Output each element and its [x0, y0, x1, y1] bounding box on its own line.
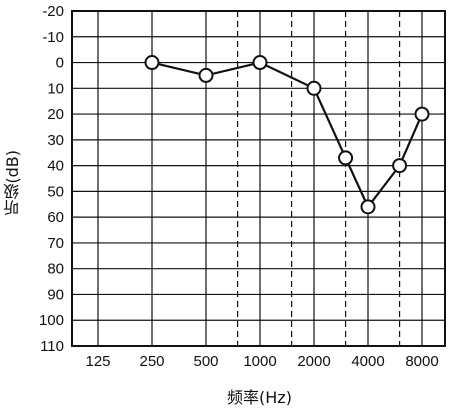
x-tick-label: 2000	[297, 353, 330, 370]
y-tick-labels: -20 -10 0 10 20 30 40 50 60 70 80 90 100 110	[39, 3, 64, 355]
series-group	[144, 55, 430, 215]
y-tick-label: 70	[47, 235, 64, 252]
y-tick-label: 40	[47, 158, 64, 175]
x-tick-label: 4000	[351, 353, 384, 370]
y-tick-label: 80	[47, 261, 64, 278]
y-tick-label: 60	[47, 209, 64, 226]
y-tick-label: 0	[56, 55, 64, 72]
series-line	[151, 61, 424, 209]
y-tick-label: 30	[47, 132, 64, 149]
y-tick-label: 20	[47, 106, 64, 123]
x-tick-label: 1000	[243, 353, 276, 370]
data-point-marker	[414, 106, 430, 122]
x-tick-label: 500	[193, 353, 218, 370]
y-tick-label: 10	[47, 80, 64, 97]
y-tick-label: -20	[42, 3, 64, 20]
y-axis-label: 听级(dB)	[3, 150, 22, 216]
x-tick-labels: 125 250 500 1000 2000 4000 8000	[85, 353, 438, 370]
data-point-marker	[306, 80, 322, 96]
x-tick-label: 8000	[405, 353, 438, 370]
x-tick-label: 125	[85, 353, 110, 370]
data-point-marker	[360, 199, 376, 215]
y-tick-label: 110	[40, 338, 64, 355]
y-tick-label: 50	[47, 183, 64, 200]
data-point-marker	[144, 55, 160, 71]
data-point-marker	[198, 67, 214, 83]
y-tick-label: 100	[39, 312, 64, 329]
x-tick-label: 250	[139, 353, 164, 370]
y-tick-label: -10	[42, 29, 64, 46]
x-axis-label: 频率(Hz)	[227, 388, 292, 407]
data-point-marker	[392, 158, 408, 174]
data-point-marker	[338, 150, 354, 166]
data-point-marker	[252, 55, 268, 71]
y-tick-label: 90	[47, 286, 64, 303]
